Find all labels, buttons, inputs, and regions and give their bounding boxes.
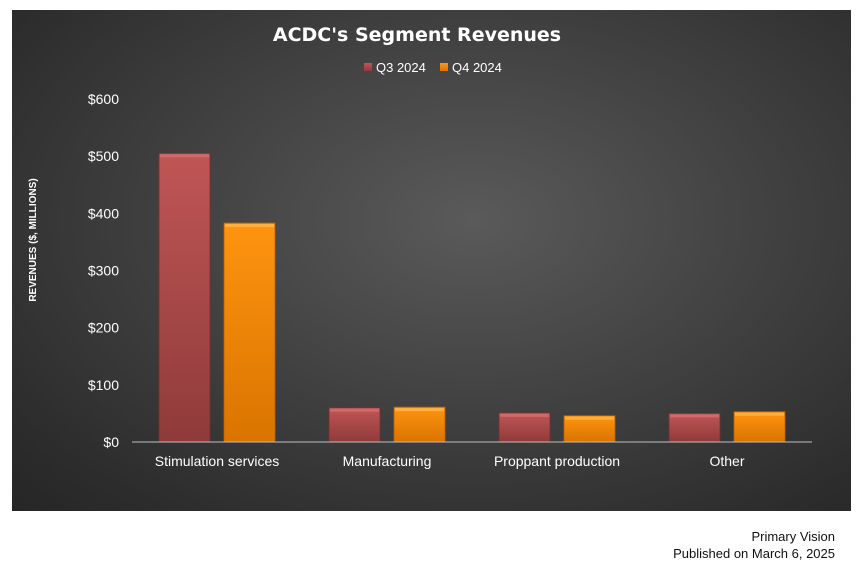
y-axis-ticks: $0 $100 $200 $300 $400 $500 $600 bbox=[88, 91, 119, 450]
chart-panel: ACDC's Segment Revenues Q3 2024 Q4 2024 … bbox=[12, 10, 851, 511]
y-tick-label: $400 bbox=[88, 205, 119, 221]
legend-swatch-q3 bbox=[364, 63, 372, 71]
y-tick-label: $500 bbox=[88, 148, 119, 164]
footer: Primary Vision Published on March 6, 202… bbox=[673, 528, 835, 562]
bar-q4 bbox=[223, 222, 276, 443]
bar-highlight bbox=[565, 416, 614, 420]
bar-highlight bbox=[670, 414, 719, 418]
bar-highlight bbox=[395, 408, 444, 412]
legend-label-q4: Q4 2024 bbox=[452, 60, 502, 75]
bar-q3 bbox=[498, 412, 551, 443]
legend-swatch-q4 bbox=[440, 63, 448, 71]
bar-highlight bbox=[160, 154, 209, 158]
x-tick-label: Other bbox=[709, 453, 744, 469]
x-tick-label: Stimulation services bbox=[155, 453, 280, 469]
y-tick-label: $100 bbox=[88, 377, 119, 393]
y-tick-label: $600 bbox=[88, 91, 119, 107]
x-tick-label: Proppant production bbox=[494, 453, 620, 469]
bar-q4 bbox=[733, 411, 786, 443]
y-tick-label: $300 bbox=[88, 263, 119, 279]
published-date: Published on March 6, 2025 bbox=[673, 546, 835, 561]
x-axis-ticks: Stimulation services Manufacturing Proppan… bbox=[155, 453, 745, 469]
bar-q3 bbox=[328, 407, 381, 443]
bar-highlight bbox=[500, 413, 549, 417]
bars bbox=[158, 152, 786, 443]
legend-label-q3: Q3 2024 bbox=[376, 60, 426, 75]
bar-highlight bbox=[735, 412, 784, 416]
bar-highlight bbox=[330, 408, 379, 412]
bar-q4 bbox=[563, 415, 616, 443]
y-tick-label: $0 bbox=[103, 434, 119, 450]
bar-q3 bbox=[158, 152, 211, 443]
bar-q3 bbox=[668, 413, 721, 443]
legend: Q3 2024 Q4 2024 bbox=[364, 60, 502, 75]
y-axis-label: REVENUES ($, MILLIONS) bbox=[28, 178, 39, 301]
chart-title: ACDC's Segment Revenues bbox=[273, 24, 561, 46]
bar-q4 bbox=[393, 406, 446, 443]
bar-highlight bbox=[225, 224, 274, 228]
y-tick-label: $200 bbox=[88, 320, 119, 336]
source-credit: Primary Vision bbox=[751, 529, 835, 544]
bar-chart: ACDC's Segment Revenues Q3 2024 Q4 2024 … bbox=[28, 24, 812, 469]
x-tick-label: Manufacturing bbox=[343, 453, 432, 469]
